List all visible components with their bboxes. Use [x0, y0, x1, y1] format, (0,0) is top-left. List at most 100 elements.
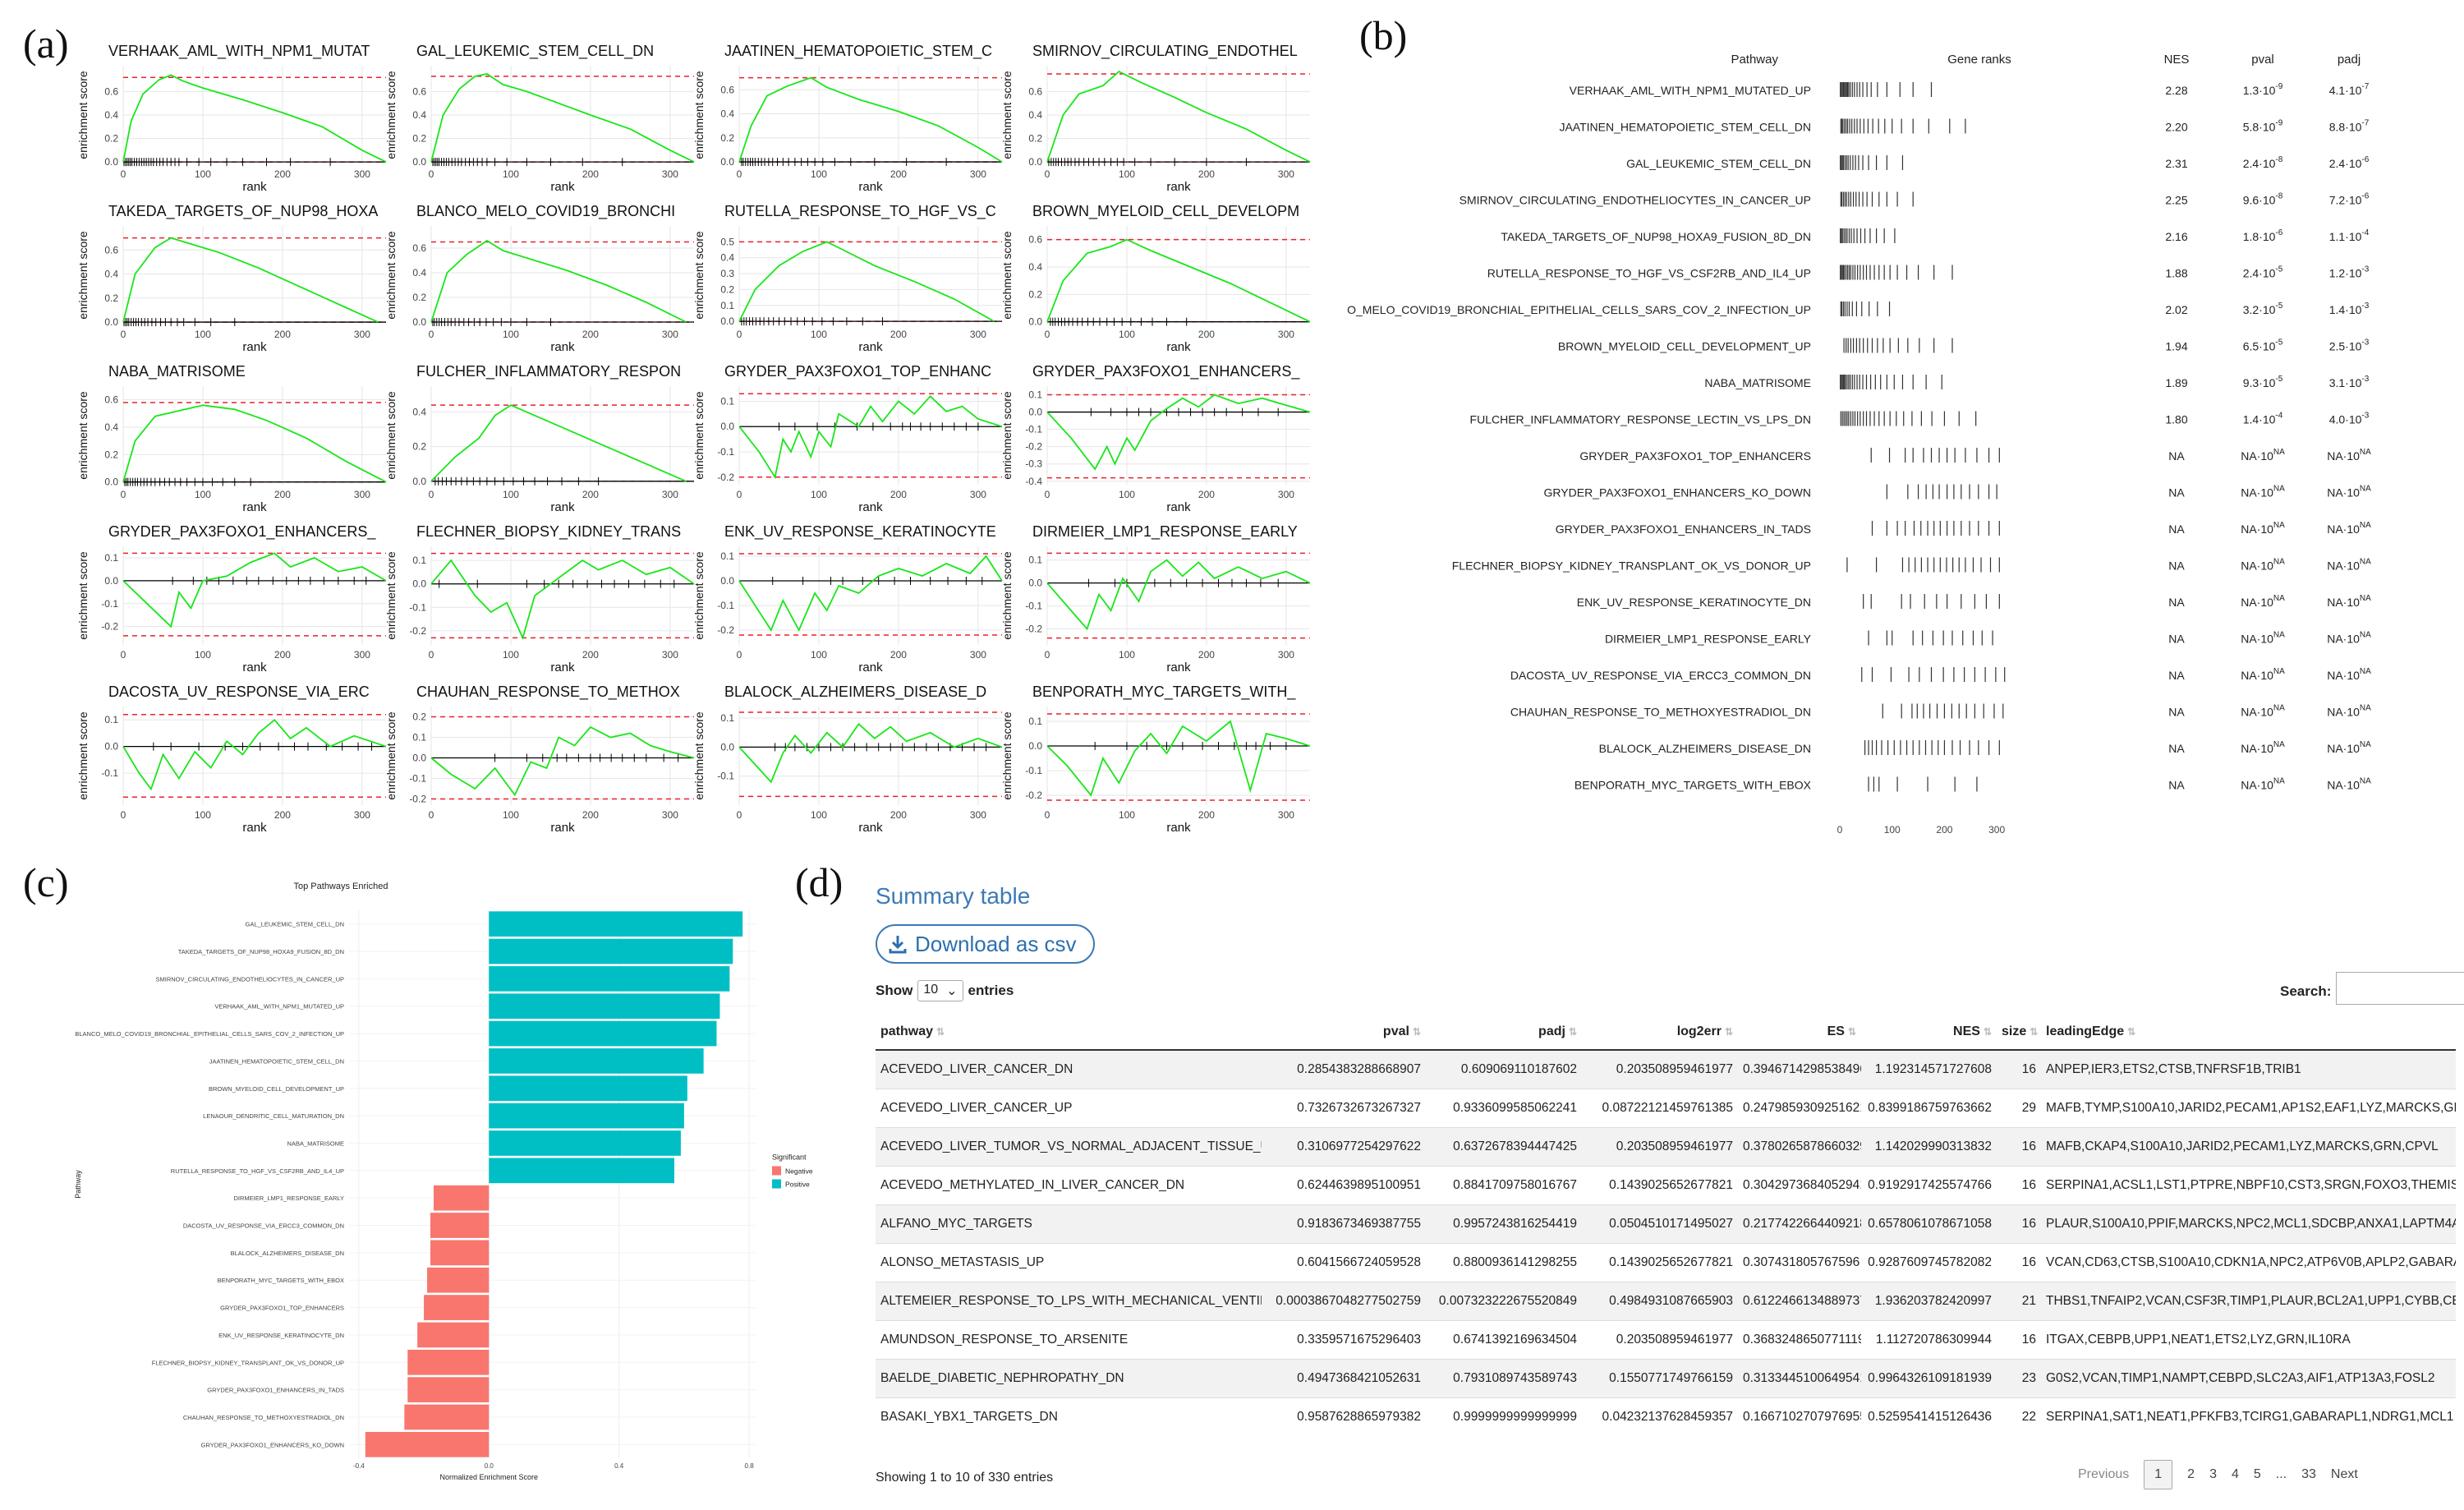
- padj-exponent: NA: [2360, 777, 2371, 786]
- padj-exponent: -3: [2361, 375, 2369, 384]
- table-row[interactable]: ACEVEDO_LIVER_CANCER_DN 0.285438328866890…: [876, 1049, 2456, 1089]
- enrichment-curve: [738, 76, 1003, 163]
- y-tick-label: 0.0: [412, 578, 426, 590]
- entries-select[interactable]: 10 ⌄: [917, 980, 963, 1001]
- cell-pval: 0.9587628865979382: [1262, 1397, 1426, 1436]
- y-tick-label: 0.0: [104, 741, 118, 753]
- subplot-title: SMIRNOV_CIRCULATING_ENDOTHEL: [1032, 43, 1298, 60]
- column-header-pval[interactable]: pval ⇅: [1262, 1015, 1426, 1051]
- x-tick-label: 0.8: [745, 1462, 755, 1470]
- padj-value: 4.0·10-3: [2329, 412, 2370, 426]
- pval-exponent: NA: [2273, 448, 2285, 457]
- x-tick-label: 0: [737, 809, 742, 821]
- download-csv-button[interactable]: Download as csv: [876, 924, 1095, 964]
- table-row[interactable]: AMUNDSON_RESPONSE_TO_ARSENITE 0.335957167…: [876, 1320, 2456, 1360]
- table-row[interactable]: ALFANO_MYC_TARGETS 0.9183673469387755 0.99…: [876, 1204, 2456, 1244]
- padj-times-ten: ·10: [2345, 194, 2361, 207]
- column-header-es[interactable]: ES ⇅: [1738, 1015, 1861, 1051]
- y-tick-label: -0.2: [409, 794, 426, 805]
- cell-padj: 0.8800936141298255: [1426, 1243, 1582, 1282]
- x-tick-label: 300: [1278, 809, 1294, 821]
- padj-times-ten: ·10: [2343, 742, 2360, 755]
- enrichment-curve: [122, 237, 379, 323]
- x-tick-label: 0: [121, 168, 126, 180]
- x-tick-label: 0: [1045, 649, 1050, 661]
- padj-mantissa: NA: [2327, 706, 2343, 719]
- padj-times-ten: ·10: [2345, 84, 2361, 97]
- plot-area: [739, 707, 1002, 805]
- page-button-5[interactable]: 5: [2253, 1467, 2261, 1481]
- table-row[interactable]: ACEVEDO_LIVER_TUMOR_VS_NORMAL_ADJACENT_T…: [876, 1127, 2456, 1167]
- x-tick-label: 100: [503, 168, 519, 180]
- enrichment-curve: [430, 559, 695, 641]
- x-tick-label: 0: [429, 809, 434, 821]
- column-header-nes[interactable]: NES ⇅: [1861, 1015, 1997, 1051]
- y-tick-label: -0.1: [101, 767, 118, 779]
- pval-value: NA·10NA: [2241, 485, 2285, 499]
- cell-pval: 0.9183673469387755: [1262, 1204, 1426, 1244]
- column-header-padj[interactable]: padj ⇅: [1426, 1015, 1582, 1051]
- table-row[interactable]: ACEVEDO_LIVER_CANCER_UP 0.732673267326732…: [876, 1089, 2456, 1128]
- x-tick-label: 0: [429, 489, 434, 500]
- column-header-leadingedge[interactable]: leadingEdge ⇅: [2041, 1015, 2456, 1051]
- pval-mantissa: NA: [2241, 486, 2257, 499]
- page-button-3[interactable]: 3: [2209, 1467, 2217, 1481]
- x-tick-label: 200: [1198, 649, 1215, 661]
- nes-bar: [489, 1075, 687, 1102]
- cell-size: 16: [1997, 1049, 2041, 1089]
- x-tick-label: 100: [811, 649, 827, 661]
- search-input[interactable]: [2336, 972, 2464, 1005]
- cell-nes: 0.5259541415126436: [1861, 1397, 1997, 1436]
- category-label: ENK_UV_RESPONSE_KERATINOCYTE_DN: [218, 1332, 344, 1339]
- next-page-button[interactable]: Next: [2330, 1467, 2358, 1481]
- x-tick-label: 200: [890, 168, 907, 180]
- pval-exponent: NA: [2273, 521, 2285, 530]
- cell-log2err: 0.203508959461977: [1582, 1127, 1738, 1167]
- pval-value: 2.4·10-8: [2243, 155, 2283, 170]
- table-row[interactable]: ALONSO_METASTASIS_UP 0.6041566724059528 0.…: [876, 1243, 2456, 1282]
- pval-value: NA·10NA: [2241, 704, 2285, 719]
- table-row[interactable]: ACEVEDO_METHYLATED_IN_LIVER_CANCER_DN 0.6…: [876, 1166, 2456, 1205]
- x-tick-label: 100: [1119, 649, 1135, 661]
- subplot-title: CHAUHAN_RESPONSE_TO_METHOX: [416, 684, 680, 701]
- column-header: NES: [2164, 53, 2190, 67]
- page-button-33[interactable]: 33: [2301, 1467, 2316, 1481]
- padj-times-ten: ·10: [2345, 413, 2361, 426]
- table-row[interactable]: BASAKI_YBX1_TARGETS_DN 0.9587628865979382…: [876, 1397, 2456, 1436]
- pval-value: 1.4·10-4: [2243, 412, 2283, 426]
- column-header-pathway[interactable]: pathway ⇅: [876, 1015, 1262, 1051]
- y-tick-label: 0.6: [104, 244, 118, 256]
- y-tick-label: 0.0: [1028, 316, 1042, 328]
- table-row[interactable]: BAELDE_DIABETIC_NEPHROPATHY_DN 0.49473684…: [876, 1359, 2456, 1398]
- page-button-2[interactable]: 2: [2187, 1467, 2195, 1481]
- pagination: Previous 1 2 3 4 5... 33 Next: [2078, 1460, 2358, 1489]
- previous-page-button[interactable]: Previous: [2078, 1467, 2130, 1481]
- pval-mantissa: 5.8: [2243, 121, 2259, 134]
- page-button-1[interactable]: 1: [2144, 1460, 2173, 1489]
- plot-area: [1047, 226, 1310, 325]
- cell-nes: 0.9192917425574766: [1861, 1166, 1997, 1205]
- y-tick-label: 0.1: [412, 555, 426, 566]
- column-header-log2err[interactable]: log2err ⇅: [1582, 1015, 1738, 1051]
- enrichment-subplot: 0.0 0.2 0.4 0 100 200 300 rank enrichment score F…: [384, 363, 694, 514]
- pval-exponent: -5: [2275, 338, 2282, 348]
- nes-bar: [489, 1158, 674, 1184]
- padj-value: NA·10NA: [2327, 667, 2371, 682]
- padj-exponent: NA: [2360, 485, 2371, 494]
- cell-pval: 0.6244639895100951: [1262, 1166, 1426, 1205]
- cell-es: 0.3133445100649541: [1738, 1359, 1861, 1398]
- y-tick-label: 0.4: [104, 421, 118, 433]
- y-tick-label: 0.4: [720, 108, 734, 120]
- length-control: Show 10 ⌄ entries: [876, 980, 1014, 1001]
- x-tick-label: 100: [503, 489, 519, 500]
- table-row[interactable]: ALTEMEIER_RESPONSE_TO_LPS_WITH_MECHANICA…: [876, 1282, 2456, 1321]
- padj-value: NA·10NA: [2327, 521, 2371, 536]
- cell-padj: 0.9336099585062241: [1426, 1089, 1582, 1128]
- padj-exponent: -4: [2361, 228, 2369, 237]
- page-button-4[interactable]: 4: [2231, 1467, 2239, 1481]
- padj-times-ten: ·10: [2345, 121, 2361, 134]
- column-header-size[interactable]: size ⇅: [1997, 1015, 2041, 1051]
- x-axis-label: rank: [858, 821, 883, 835]
- padj-times-ten: ·10: [2343, 596, 2360, 609]
- y-axis-label: enrichment score: [692, 71, 706, 159]
